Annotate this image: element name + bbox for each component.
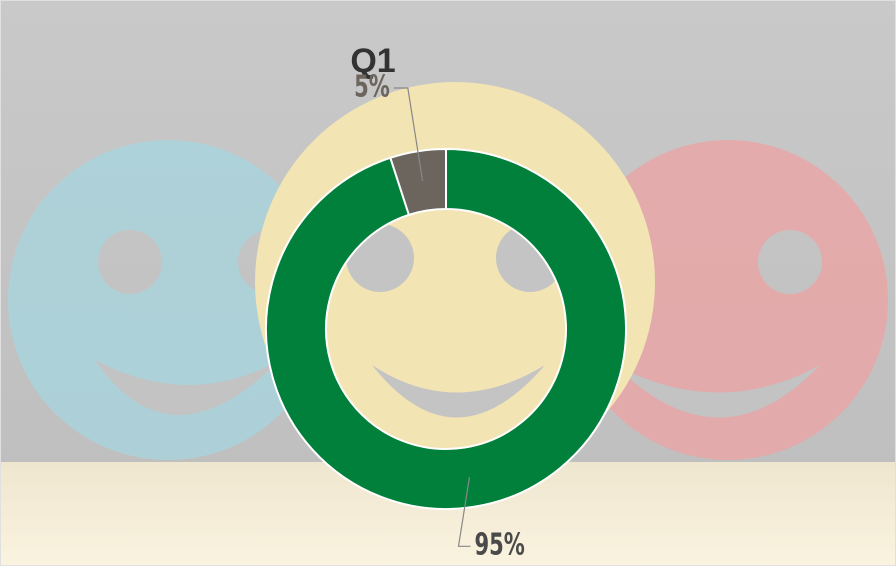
leader-line bbox=[393, 87, 424, 181]
data-label: 5% bbox=[354, 70, 390, 105]
donut-slice bbox=[265, 147, 627, 510]
donut: 95% 5% bbox=[265, 70, 627, 563]
leader-line bbox=[457, 477, 471, 547]
data-label: 95% bbox=[475, 528, 525, 563]
chart-title: Q1 bbox=[350, 42, 395, 80]
donut-slice bbox=[389, 147, 447, 217]
